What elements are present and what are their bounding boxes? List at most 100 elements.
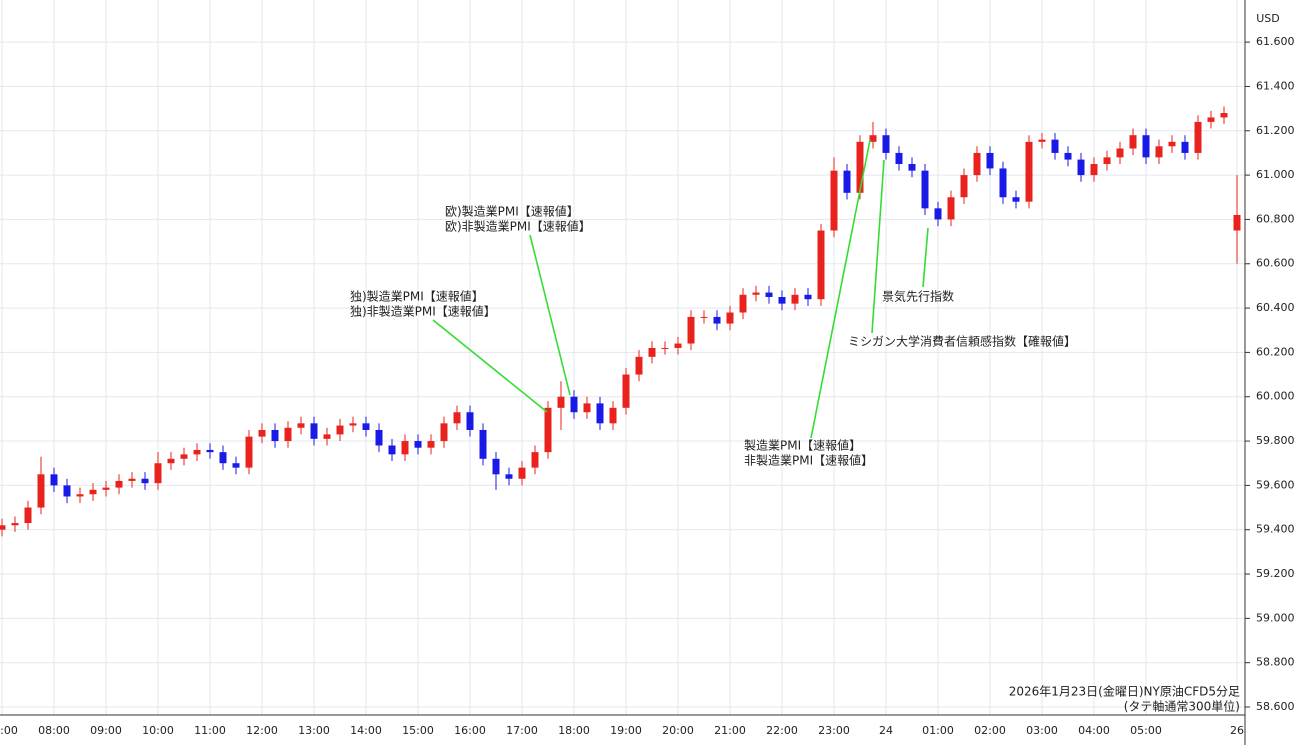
candle-body — [102, 487, 110, 490]
x-tick-label: 26 — [1230, 724, 1244, 737]
candle-body — [63, 485, 71, 497]
candle-body — [245, 436, 253, 468]
candle-body — [89, 489, 97, 495]
candle-body — [648, 347, 656, 357]
candle-body — [76, 494, 84, 497]
candle-body — [1077, 159, 1085, 176]
candle-body — [856, 141, 864, 193]
x-tick-label: 20:00 — [662, 724, 694, 737]
candle-body — [141, 478, 149, 484]
candle-body — [1207, 117, 1215, 122]
candle-body — [0, 525, 6, 530]
candle-body — [180, 454, 188, 459]
candle-body — [713, 316, 721, 324]
y-tick-label: 59.000 — [1256, 611, 1295, 624]
x-tick-label: 10:00 — [142, 724, 174, 737]
candle-body — [271, 429, 279, 442]
candle-body — [531, 452, 539, 468]
y-tick-label: 59.600 — [1256, 478, 1295, 491]
y-tick-label: 59.200 — [1256, 567, 1295, 580]
x-tick-label: 19:00 — [610, 724, 642, 737]
candle-body — [596, 403, 604, 424]
candle-body — [1116, 148, 1124, 158]
annotation-text: 欧)非製造業PMI【速報値】 — [445, 219, 591, 234]
candle-body — [440, 423, 448, 442]
candle-body — [1194, 121, 1202, 153]
annotation-text: 欧)製造業PMI【速報値】 — [445, 204, 579, 219]
annotation-text: 独)非製造業PMI【速報値】 — [350, 304, 496, 319]
candle-body — [505, 474, 513, 479]
x-tick-label: 24 — [879, 724, 893, 737]
candle-body — [284, 427, 292, 442]
y-tick-label: 61.000 — [1256, 168, 1295, 181]
candle-body — [843, 170, 851, 193]
candle-body — [24, 507, 32, 524]
candle-body — [232, 463, 240, 468]
candle-body — [349, 423, 357, 426]
x-tick-label: 17:00 — [506, 724, 538, 737]
x-tick-label: 07:00 — [0, 724, 18, 737]
y-unit: USD — [1256, 12, 1280, 25]
y-tick-label: 59.400 — [1256, 523, 1295, 536]
x-tick-label: 13:00 — [298, 724, 330, 737]
candle-body — [1220, 113, 1228, 118]
candle-body — [336, 425, 344, 435]
x-tick-label: 02:00 — [974, 724, 1006, 737]
candle-body — [1064, 152, 1072, 160]
candle-body — [310, 423, 318, 439]
candle-body — [1233, 214, 1241, 231]
y-tick-label: 60.600 — [1256, 257, 1295, 270]
x-tick-label: 01:00 — [922, 724, 954, 737]
candle-body — [167, 458, 175, 464]
candle-body — [544, 407, 552, 453]
candle-body — [804, 294, 812, 300]
y-tick-label: 59.800 — [1256, 434, 1295, 447]
candle-body — [739, 294, 747, 313]
candle-body — [375, 429, 383, 446]
candle-body — [323, 434, 331, 439]
y-tick-label: 58.600 — [1256, 700, 1295, 713]
candle-body — [492, 458, 500, 475]
candle-body — [37, 474, 45, 508]
candles — [0, 106, 1241, 537]
annotation-text: 景気先行指数 — [882, 289, 954, 304]
candle-body — [427, 441, 435, 448]
candle-body — [960, 175, 968, 198]
annotation-text: 非製造業PMI【速報値】 — [744, 453, 873, 468]
annotation-text: 製造業PMI【速報値】 — [744, 438, 861, 453]
candle-body — [622, 374, 630, 408]
candle-body — [700, 316, 708, 318]
grid — [0, 0, 1245, 715]
candle-body — [1155, 146, 1163, 158]
candle-body — [1025, 141, 1033, 202]
candle-body — [674, 343, 682, 348]
y-tick-label: 61.400 — [1256, 79, 1295, 92]
candle-body — [362, 423, 370, 430]
candle-body — [882, 135, 890, 153]
annotation-text: ミシガン大学消費者信頼感指数【確報値】 — [848, 334, 1076, 349]
x-tick-label: 03:00 — [1026, 724, 1058, 737]
candle-body — [1129, 135, 1137, 149]
candle-body — [1103, 157, 1111, 165]
x-tick-label: 04:00 — [1078, 724, 1110, 737]
x-tick-label: 11:00 — [194, 724, 226, 737]
annotation-line — [871, 159, 885, 334]
annotation-line — [432, 319, 548, 413]
chart-subtitle: (タテ軸通常300単位) — [1124, 699, 1240, 714]
candle-body — [388, 445, 396, 455]
x-tick-label: 12:00 — [246, 724, 278, 737]
candle-body — [154, 463, 162, 484]
chart-title: 2026年1月23日(金曜日)NY原油CFD5分足 — [1009, 684, 1240, 699]
candle-body — [817, 230, 825, 300]
candle-body — [557, 396, 565, 408]
x-tick-label: 05:00 — [1130, 724, 1162, 737]
candle-body — [414, 441, 422, 448]
candle-body — [726, 312, 734, 324]
candle-body — [947, 197, 955, 220]
candle-body — [752, 292, 760, 295]
candle-body — [1012, 197, 1020, 202]
candle-body — [687, 316, 695, 344]
y-tick-label: 58.800 — [1256, 656, 1295, 669]
candle-body — [778, 296, 786, 304]
